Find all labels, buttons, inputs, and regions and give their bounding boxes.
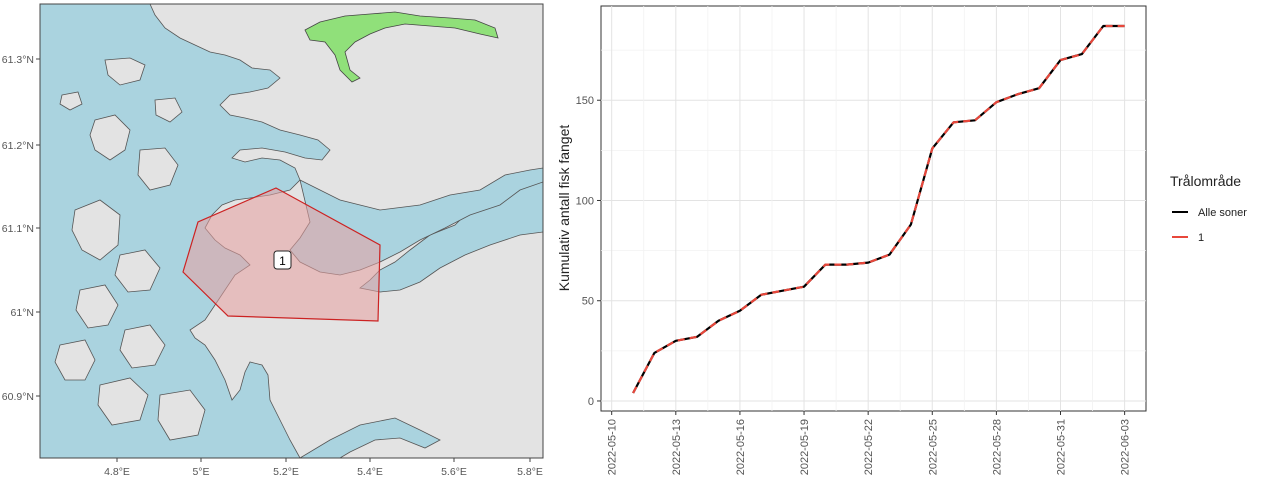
island: [59, 91, 83, 111]
y-tick-label: 150: [576, 95, 594, 107]
y-tick-label: 100: [576, 195, 594, 207]
map-panel: 1 61.3°N 61.2°N 61.1°N 61°N 60.9°N 4.8°E…: [0, 0, 552, 495]
y-axis-label: Kumulativ antall fisk fanget: [556, 125, 572, 292]
x-tick-label: 2022-06-03: [1120, 419, 1132, 475]
map-x-tick: 5.6°E: [441, 466, 467, 478]
fjord: [299, 417, 441, 458]
map-x-tick: 5.8°E: [517, 466, 543, 478]
y-tick-label: 0: [588, 396, 594, 408]
x-tick-label: 2022-05-10: [607, 419, 619, 475]
chart-panel: 0 50 100 150 2022-05-10 2022-05-13 2022-05-16…: [552, 0, 1273, 495]
map-x-tick: 5.2°E: [273, 466, 299, 478]
x-tick-label: 2022-05-13: [671, 419, 683, 475]
island: [97, 377, 149, 426]
legend-title: Trålområde: [1170, 173, 1241, 189]
line-chart: 0 50 100 150 2022-05-10 2022-05-13 2022-05-16…: [556, 5, 1247, 475]
series-line-zone-1: [632, 24, 1125, 394]
island: [75, 284, 119, 329]
map-x-tick: 5°E: [192, 466, 209, 478]
island: [137, 147, 179, 191]
y-tick-label: 50: [582, 296, 594, 308]
map-svg: 1 61.3°N 61.2°N 61.1°N 61°N 60.9°N 4.8°E…: [2, 3, 544, 478]
river: [304, 11, 499, 83]
x-tick-label: 2022-05-16: [735, 419, 747, 475]
y-axis: 0 50 100 150: [576, 95, 601, 408]
map-x-tick: 5.4°E: [357, 466, 383, 478]
island: [157, 389, 206, 441]
zone-label-box: 1: [273, 250, 292, 270]
island: [104, 57, 146, 86]
map-x-tick: 4.8°E: [104, 466, 130, 478]
x-axis: 2022-05-10 2022-05-13 2022-05-16 2022-05-19…: [607, 411, 1132, 475]
island: [54, 339, 96, 381]
series-lines: [632, 24, 1125, 394]
island: [71, 199, 121, 261]
x-tick-label: 2022-05-19: [799, 419, 811, 475]
island: [89, 114, 131, 161]
map-y-tick: 61.2°N: [2, 140, 34, 152]
legend-label: 1: [1198, 232, 1204, 244]
map-y-tick: 61.1°N: [2, 223, 34, 235]
x-tick-label: 2022-05-25: [927, 419, 939, 475]
x-tick-label: 2022-05-28: [991, 419, 1003, 475]
grid: [601, 6, 1146, 411]
map-y-tick: 61°N: [11, 307, 34, 319]
island: [154, 97, 183, 123]
map-y-tick: 61.3°N: [2, 54, 34, 66]
legend: Trålområde Alle soner 1: [1170, 173, 1247, 244]
zone-label: 1: [279, 254, 286, 268]
map-y-axis: 61.3°N 61.2°N 61.1°N 61°N 60.9°N: [2, 54, 40, 403]
map-x-axis: 4.8°E 5°E 5.2°E 5.4°E 5.6°E 5.8°E: [104, 458, 543, 478]
island: [119, 324, 166, 369]
x-tick-label: 2022-05-31: [1056, 419, 1068, 475]
island: [114, 249, 161, 293]
map-y-tick: 60.9°N: [2, 391, 34, 403]
legend-label: Alle soner: [1198, 207, 1247, 219]
x-tick-label: 2022-05-22: [863, 419, 875, 475]
plot-area: [600, 5, 1147, 412]
